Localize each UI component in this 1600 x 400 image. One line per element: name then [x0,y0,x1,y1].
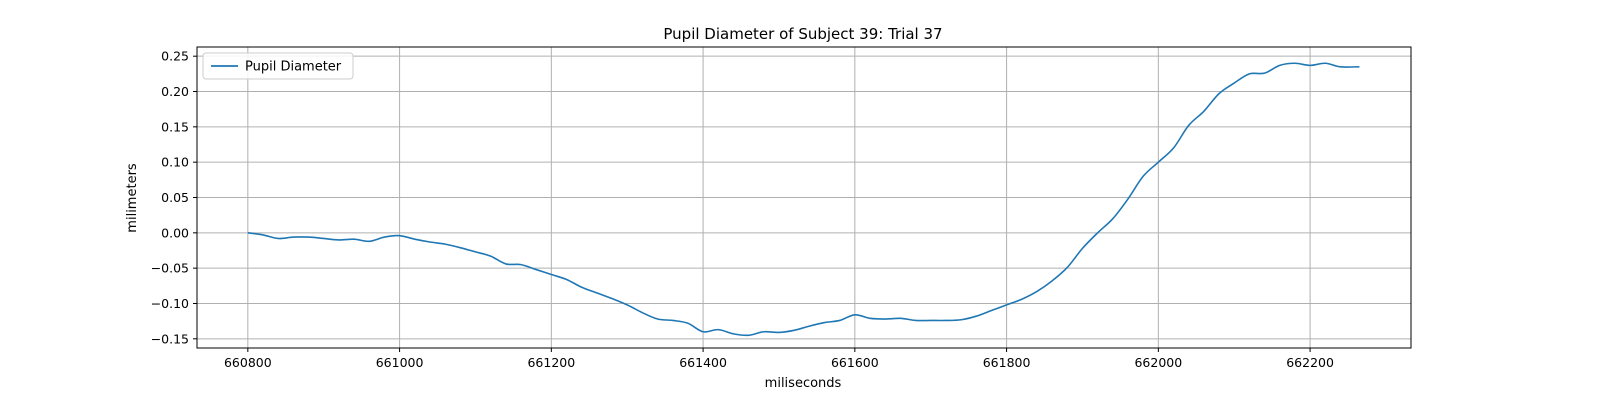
legend: Pupil Diameter [202,52,354,80]
x-axis-ticks: 660800 661000 661200 661400 661600 661800 6620… [224,348,1334,370]
y-axis-label: milimeters [125,163,140,233]
x-axis-label: miliseconds [765,376,842,391]
legend-box [202,52,354,80]
x-tick-label: 661600 [831,355,879,370]
chart-title: Pupil Diameter of Subject 39: Trial 37 [663,25,942,43]
x-tick-label: 661400 [679,355,727,370]
y-tick-label: −0.10 [151,296,189,311]
y-axis-ticks: −0.15 −0.10 −0.05 0.00 0.05 0.10 0.15 0.20 0.25 [151,49,197,346]
y-tick-label: −0.15 [151,331,189,346]
y-tick-label: 0.00 [161,225,189,240]
y-tick-label: 0.05 [161,190,189,205]
y-tick-label: 0.25 [161,49,189,64]
plot-frame [196,46,1412,349]
y-tick-label: 0.20 [161,84,189,99]
x-tick-label: 661000 [376,355,424,370]
y-tick-label: −0.05 [151,261,189,276]
x-tick-label: 661800 [983,355,1031,370]
x-tick-label: 660800 [224,355,272,370]
y-gridlines [197,55,1411,340]
y-tick-label: 0.15 [161,119,189,134]
x-tick-label: 662000 [1134,355,1182,370]
series-line-pupil-diameter [247,62,1360,337]
y-tick-label: 0.10 [161,155,189,170]
legend-label-pupil-diameter: Pupil Diameter [245,60,342,75]
x-tick-label: 661200 [527,355,575,370]
x-tick-label: 662200 [1286,355,1334,370]
